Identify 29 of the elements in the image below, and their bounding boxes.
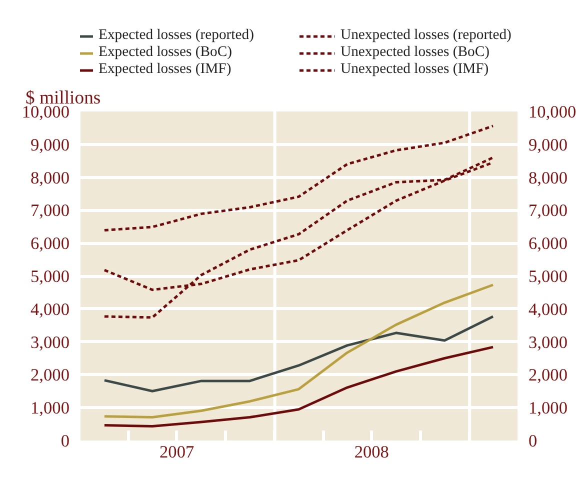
y2-tick-label: 1,000 [528, 398, 568, 418]
x-tick-label: 2008 [354, 442, 389, 462]
y-tick-label: 6,000 [30, 234, 70, 254]
y2-tick-label: 6,000 [528, 234, 568, 254]
legend-label: Unexpected losses (BoC) [340, 44, 490, 61]
x-tick-label: 2007 [160, 442, 195, 462]
legend-label: Unexpected losses (IMF) [340, 61, 490, 78]
y-tick-label: 0 [60, 432, 70, 450]
y-tick-label: 5,000 [30, 267, 70, 286]
legend-label: Expected losses (BoC) [98, 44, 234, 61]
y2-tick-label: 3,000 [528, 332, 568, 352]
y-tick-label: 1,000 [30, 398, 70, 418]
legend-label: Expected losses (reported) [98, 27, 255, 44]
y2-tick-label: 8,000 [528, 168, 568, 188]
y-tick-label: 7,000 [30, 201, 70, 220]
y-tick-label: 8,000 [30, 168, 70, 188]
y2-tick-label: 9,000 [528, 135, 568, 154]
y-tick-label: 4,000 [30, 300, 70, 319]
y2-tick-label: 5,000 [528, 267, 568, 286]
y2-tick-label: 7,000 [528, 201, 568, 220]
y-tick-label: 3,000 [30, 332, 70, 352]
legend-label: Expected losses (IMF) [98, 61, 232, 78]
y2-tick-label: 4,000 [528, 300, 568, 319]
y2-tick-label: 0 [528, 432, 538, 450]
y2-tick-label: 10,000 [528, 102, 576, 122]
y2-tick-label: 2,000 [528, 366, 568, 385]
y-tick-label: 2,000 [30, 366, 70, 385]
legend-label: Unexpected losses (reported) [340, 27, 512, 44]
y-tick-label: 9,000 [30, 135, 70, 154]
